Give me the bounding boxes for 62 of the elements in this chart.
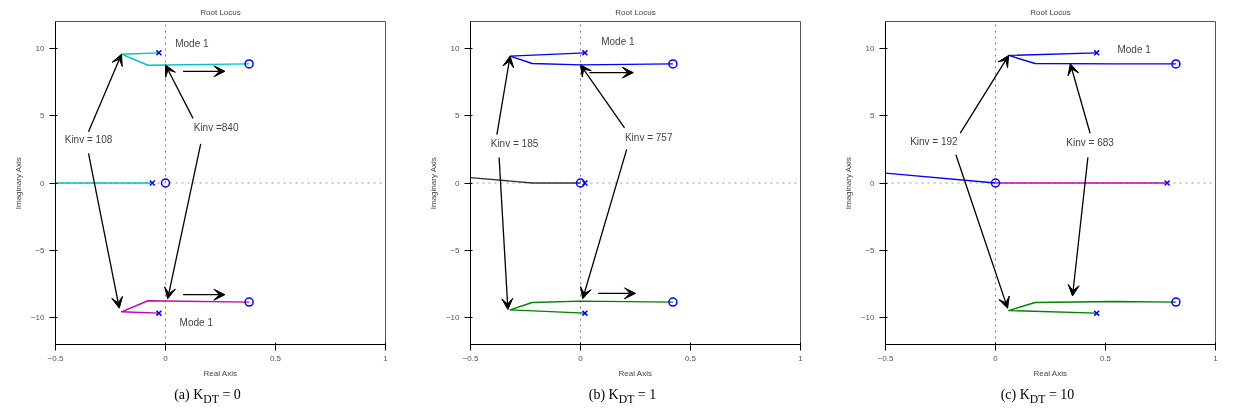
point <box>160 178 171 188</box>
point <box>581 309 589 317</box>
y-axis-title: Imaginary Axis <box>13 157 23 210</box>
annotation: Kinv = 185 <box>490 138 539 150</box>
annotation: Kinv = 192 <box>910 135 959 147</box>
annotation: Kinv = 108 <box>64 134 113 146</box>
point <box>1171 59 1181 69</box>
x-tick-label: −0.5 <box>47 353 64 363</box>
text: (c) K$_{DT}$ = 10 <box>1000 386 1075 408</box>
annotation: Kinv = 757 <box>624 131 673 143</box>
point <box>244 59 254 69</box>
x-tick-label: 0 <box>163 353 169 363</box>
y-tick-label: 10 <box>865 43 876 53</box>
chart-title: Root Locus <box>200 7 241 17</box>
x-tick-label: 0 <box>578 353 584 363</box>
point <box>668 59 678 69</box>
annotation: Mode 1 <box>601 36 636 48</box>
x-tick-label: 1 <box>383 353 389 363</box>
annotation: Mode 1 <box>1117 44 1152 56</box>
y-tick-label: −5 <box>865 245 876 255</box>
annotation: Mode 1 <box>175 37 210 49</box>
x-tick-label: 0.5 <box>269 353 282 363</box>
x-axis-title: Real Axis <box>618 368 652 378</box>
x-tick-label: 1 <box>798 353 804 363</box>
point <box>155 309 163 317</box>
y-tick-label: −10 <box>860 313 876 323</box>
y-tick-label: 10 <box>35 43 46 53</box>
annotation: Kinv =840 <box>193 122 239 134</box>
x-tick-label: 0.5 <box>684 353 697 363</box>
y-axis-title: Imaginary Axis <box>843 157 853 210</box>
x-axis-title: Real Axis <box>203 368 237 378</box>
y-tick-label: 5 <box>870 111 876 121</box>
x-tick-label: −0.5 <box>877 353 894 363</box>
point <box>575 178 586 188</box>
y-tick-label: −10 <box>445 313 461 323</box>
y-tick-label: −5 <box>35 245 46 255</box>
y-tick-label: 0 <box>870 178 876 188</box>
y-tick-label: −10 <box>30 313 46 323</box>
y-axis-title: Imaginary Axis <box>428 157 438 210</box>
point <box>1171 297 1181 307</box>
text: (b) K$_{DT}$ = 1 <box>588 386 657 408</box>
line-series <box>120 300 250 314</box>
point <box>244 297 254 307</box>
x-tick-label: 1 <box>1213 353 1219 363</box>
text: (a) K$_{DT}$ = 0 <box>174 386 241 408</box>
x-tick-label: −0.5 <box>462 353 479 363</box>
y-tick-label: 10 <box>450 43 461 53</box>
chart-title: Root Locus <box>1030 7 1071 17</box>
y-tick-label: 0 <box>40 178 46 188</box>
annotation: Kinv = 683 <box>1066 137 1115 149</box>
chart-title: Root Locus <box>615 7 656 17</box>
annotation: Mode 1 <box>179 317 214 329</box>
x-axis-title: Real Axis <box>1033 368 1067 378</box>
point <box>155 49 163 57</box>
x-tick-label: 0 <box>993 353 999 363</box>
point <box>990 178 1001 188</box>
x-tick-label: 0.5 <box>1099 353 1112 363</box>
y-tick-label: 0 <box>455 178 461 188</box>
y-tick-label: −5 <box>450 245 461 255</box>
y-tick-label: 5 <box>455 111 461 121</box>
y-tick-label: 5 <box>40 111 46 121</box>
point <box>668 297 678 307</box>
